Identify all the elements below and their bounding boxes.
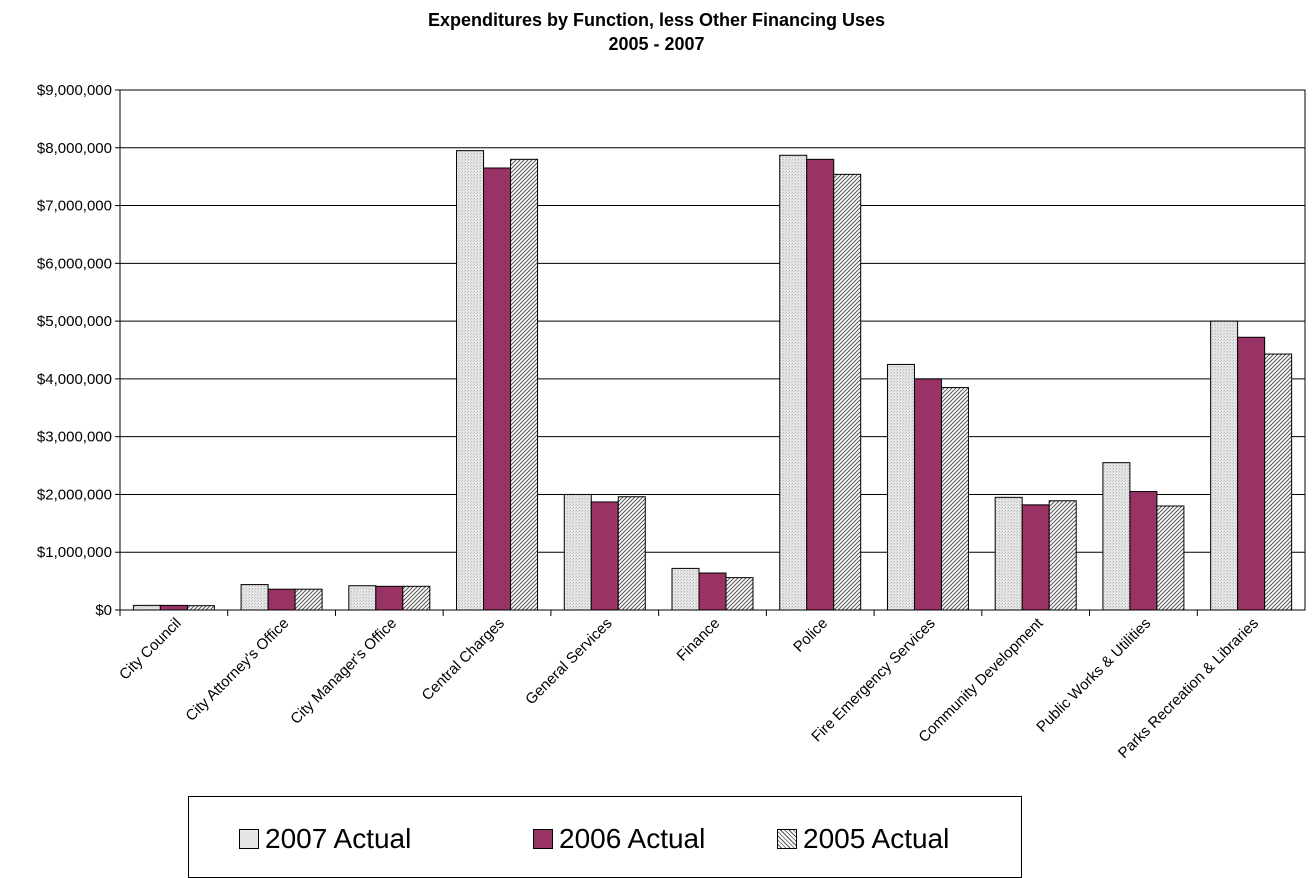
bar-2005-actual [1264, 353, 1293, 611]
bar-2005-actual [510, 158, 539, 611]
bar-2005-actual [1156, 505, 1185, 611]
bar-2006-actual [913, 378, 942, 611]
x-tick-label: Community Development [915, 614, 1047, 746]
bar-2007-actual [563, 493, 592, 611]
y-tick-label: $5,000,000 [37, 313, 112, 330]
chart-title-block: Expenditures by Function, less Other Fin… [0, 8, 1313, 56]
x-tick-label: Public Works & Utilities [1033, 615, 1154, 736]
bar-2007-actual [671, 567, 700, 611]
bar-2005-actual [402, 585, 431, 611]
bar-2005-actual [294, 588, 323, 611]
bar-2006-actual [1237, 336, 1266, 611]
x-tick-label: Central Charges [419, 615, 508, 704]
x-tick-label: Fire Emergency Services [808, 615, 939, 746]
legend-item-2007: 2007 Actual [239, 821, 411, 857]
x-tick-label: General Services [522, 615, 615, 708]
legend-swatch-2006 [533, 829, 553, 849]
bar-2006-actual [375, 585, 404, 611]
y-tick-label: $2,000,000 [37, 486, 112, 503]
bar-2006-actual [1021, 504, 1050, 611]
bar-2007-actual [1102, 462, 1131, 611]
plot-area-border [119, 89, 1306, 611]
bar-2007-actual [994, 496, 1023, 611]
y-tick-labels: $0 $1,000,000 $2,000,000 $3,000,000 $4,000,0… [37, 82, 120, 619]
bar-2005-actual [617, 496, 646, 611]
bar-2007-actual [886, 363, 915, 611]
x-tick-label: City Council [116, 615, 185, 684]
y-tick-label: $9,000,000 [37, 82, 112, 99]
x-tick-label: Police [790, 615, 831, 656]
bar-2005-actual [186, 605, 215, 611]
bar-2006-actual [590, 501, 619, 611]
bar-2007-actual [240, 584, 269, 611]
x-tick-label: City Attorney's Office [182, 615, 292, 725]
y-tick-label: $7,000,000 [37, 198, 112, 215]
legend-swatch-2007 [239, 829, 259, 849]
bar-2006-actual [698, 572, 727, 611]
bar-2007-actual [348, 585, 377, 611]
x-tick-label: City Manager's Office [287, 615, 400, 728]
bar-2006-actual [267, 588, 296, 611]
chart-title: Expenditures by Function, less Other Fin… [427, 10, 886, 30]
bar-2007-actual [456, 150, 485, 611]
axes [119, 89, 1306, 616]
bar-2005-actual [833, 173, 862, 611]
chart-subtitle: 2005 - 2007 [608, 34, 705, 54]
legend-label-2006: 2006 Actual [559, 823, 706, 854]
bar-2006-actual [483, 167, 512, 611]
bar-2006-actual [806, 158, 835, 611]
bar-2007-actual [1210, 320, 1239, 611]
y-tick-label: $1,000,000 [37, 544, 112, 561]
x-tick-label: Finance [674, 615, 724, 665]
legend-swatch-2005 [777, 829, 797, 849]
bar-2005-actual [1048, 500, 1077, 611]
legend-item-2006: 2006 Actual [533, 821, 705, 857]
y-tick-label: $3,000,000 [37, 429, 112, 446]
legend-label-2005: 2005 Actual [803, 823, 950, 854]
y-tick-label: $6,000,000 [37, 255, 112, 272]
y-tick-label: $0 [95, 602, 112, 619]
legend: 2007 Actual 2006 Actual 2005 Actual [188, 796, 1022, 878]
bars [132, 150, 1293, 611]
bar-2005-actual [725, 577, 754, 611]
legend-label-2007: 2007 Actual [265, 823, 412, 854]
bar-2005-actual [940, 387, 969, 611]
bar-2007-actual [779, 154, 808, 611]
bar-2006-actual [159, 604, 188, 611]
legend-item-2005: 2005 Actual [777, 821, 949, 857]
bar-2007-actual [132, 604, 161, 611]
y-tick-label: $4,000,000 [37, 371, 112, 388]
y-tick-label: $8,000,000 [37, 140, 112, 157]
bar-2006-actual [1129, 491, 1158, 611]
